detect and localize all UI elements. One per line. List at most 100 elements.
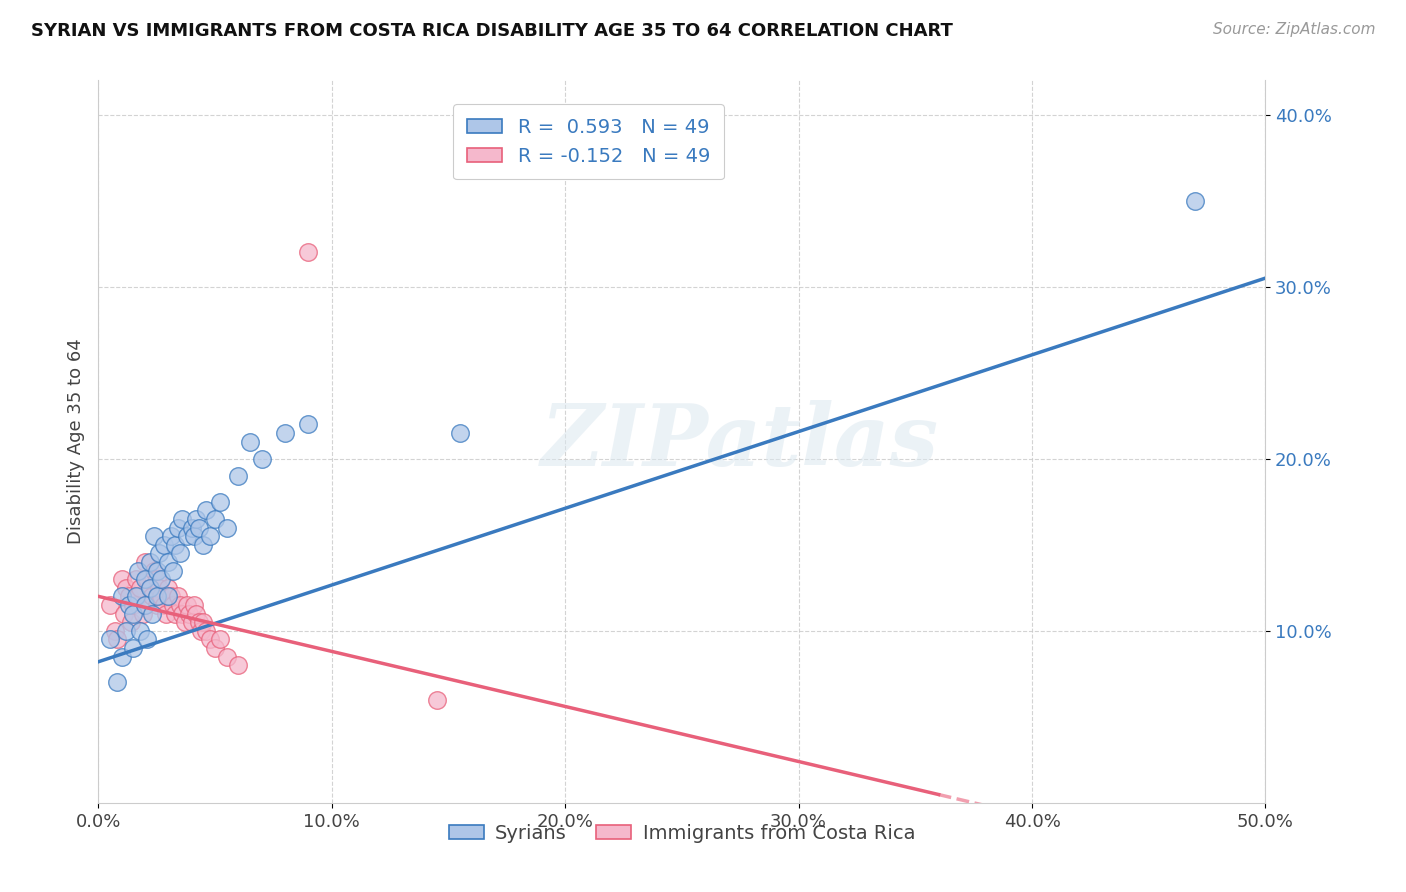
Point [204, 512, 226, 526]
Point [120, 615, 142, 630]
Point [208, 632, 231, 647]
Point [200, 529, 222, 543]
Point [134, 572, 156, 586]
Point [141, 607, 163, 621]
Text: ZIPatlas: ZIPatlas [541, 400, 939, 483]
Point [169, 546, 191, 560]
Point [150, 572, 173, 586]
Point [98, 598, 121, 612]
Point [150, 590, 173, 604]
Point [297, 245, 319, 260]
Point [118, 598, 141, 612]
Point [118, 590, 141, 604]
Point [136, 632, 159, 647]
Point [129, 624, 152, 638]
Point [215, 520, 238, 534]
Point [104, 624, 127, 638]
Point [200, 632, 222, 647]
Point [148, 581, 170, 595]
Text: SYRIAN VS IMMIGRANTS FROM COSTA RICA DISABILITY AGE 35 TO 64 CORRELATION CHART: SYRIAN VS IMMIGRANTS FROM COSTA RICA DIS… [31, 22, 953, 40]
Point [274, 425, 297, 440]
Point [111, 590, 134, 604]
Point [176, 598, 198, 612]
Point [127, 590, 149, 604]
Point [143, 529, 166, 543]
Point [143, 564, 166, 578]
Point [173, 615, 195, 630]
Point [228, 658, 250, 673]
Point [157, 590, 180, 604]
Text: Source: ZipAtlas.com: Source: ZipAtlas.com [1212, 22, 1375, 37]
Point [426, 692, 449, 706]
Point [204, 640, 226, 655]
Point [180, 520, 202, 534]
Point [162, 598, 184, 612]
Point [157, 555, 180, 569]
Point [129, 581, 152, 595]
Point [122, 598, 145, 612]
Point [159, 590, 181, 604]
Point [228, 469, 250, 483]
Point [166, 520, 188, 534]
Point [169, 598, 191, 612]
Point [115, 581, 138, 595]
Point [134, 598, 156, 612]
Point [132, 607, 155, 621]
Point [157, 581, 180, 595]
Point [139, 581, 162, 595]
Point [136, 572, 159, 586]
Point [297, 417, 319, 432]
Point [112, 607, 135, 621]
Point [148, 546, 170, 560]
Point [146, 572, 169, 586]
Point [125, 590, 148, 604]
Point [152, 598, 174, 612]
Point [215, 649, 238, 664]
Point [155, 607, 177, 621]
Point [183, 598, 205, 612]
Point [449, 425, 471, 440]
Point [134, 598, 156, 612]
Point [141, 590, 163, 604]
Point [180, 615, 202, 630]
Point [159, 529, 181, 543]
Point [179, 607, 201, 621]
Point [187, 520, 209, 534]
Point [165, 538, 187, 552]
Point [146, 590, 169, 604]
Point [193, 615, 215, 630]
Point [186, 607, 208, 621]
Point [105, 632, 128, 647]
Point [194, 624, 217, 638]
Point [115, 624, 138, 638]
Point [127, 564, 149, 578]
Legend: Syrians, Immigrants from Costa Rica: Syrians, Immigrants from Costa Rica [440, 816, 924, 851]
Point [139, 581, 162, 595]
Point [122, 640, 145, 655]
Point [125, 572, 148, 586]
Point [122, 607, 145, 621]
Point [172, 607, 194, 621]
Point [146, 598, 169, 612]
Point [187, 615, 209, 630]
Point [172, 512, 194, 526]
Point [152, 538, 174, 552]
Point [194, 503, 217, 517]
Point [139, 555, 162, 569]
Point [193, 538, 215, 552]
Point [146, 564, 169, 578]
Point [105, 675, 128, 690]
Point [190, 624, 212, 638]
Point [186, 512, 208, 526]
Point [176, 529, 198, 543]
Point [239, 434, 262, 449]
Point [134, 555, 156, 569]
Point [111, 572, 134, 586]
Y-axis label: Disability Age 35 to 64: Disability Age 35 to 64 [66, 339, 84, 544]
Point [165, 607, 187, 621]
Point [183, 529, 205, 543]
Point [98, 632, 121, 647]
Point [166, 590, 188, 604]
Point [1184, 194, 1206, 208]
Point [162, 564, 184, 578]
